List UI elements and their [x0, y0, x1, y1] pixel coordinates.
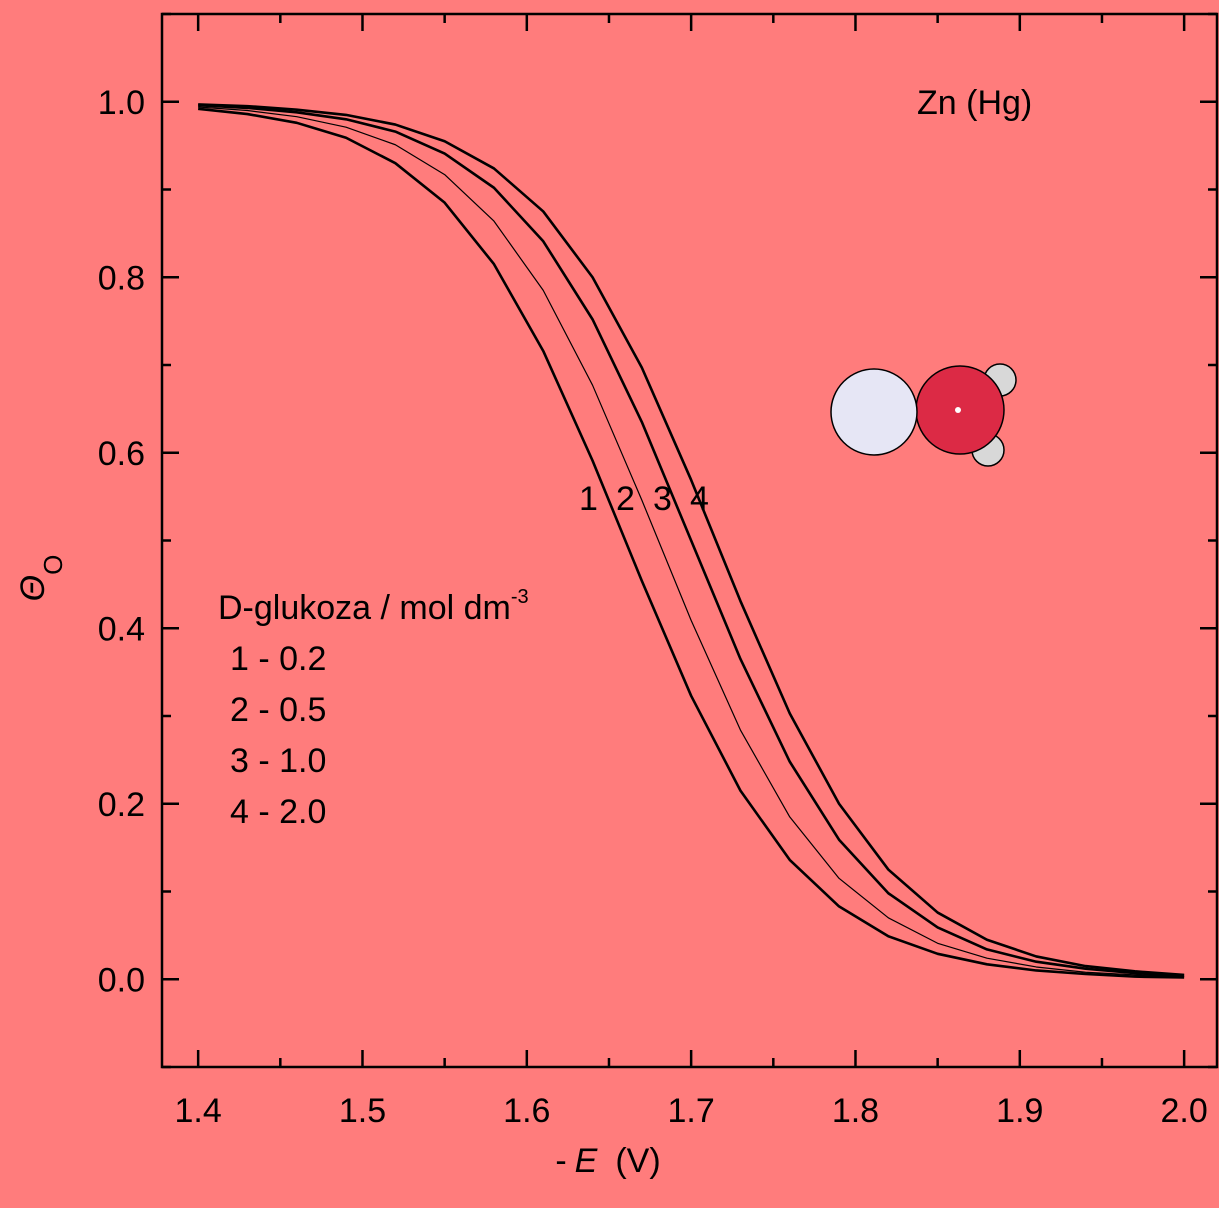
y-tick-label: 0.0: [98, 961, 145, 999]
x-label-symbol: E: [575, 1142, 598, 1180]
series-line: [198, 106, 1185, 978]
y-tick-label: 1.0: [98, 84, 145, 122]
annotation-title: Zn (Hg): [917, 84, 1032, 122]
y-tick-label: 0.2: [98, 786, 145, 824]
y-label-subscript: O: [38, 555, 68, 575]
y-tick-label: 0.6: [98, 435, 145, 473]
x-tick-label: 1.5: [339, 1092, 386, 1130]
legend-line: 2 - 0.5: [230, 691, 326, 729]
legend-line: 1 - 0.2: [230, 640, 326, 678]
series-line: [198, 103, 1185, 977]
x-tick-label: 1.6: [503, 1092, 550, 1130]
legend-heading-text: D-glukoza / mol dm: [218, 589, 511, 627]
x-tick-label: 1.8: [832, 1092, 879, 1130]
legend-line: 3 - 1.0: [230, 742, 326, 780]
legend-line: 4 - 2.0: [230, 793, 326, 831]
x-axis-label: - E (V): [555, 1142, 660, 1180]
x-tick-label: 1.9: [996, 1092, 1043, 1130]
legend-heading: D-glukoza / mol dm-3: [218, 586, 529, 627]
x-tick-label: 1.7: [668, 1092, 715, 1130]
y-label-symbol: Θ: [14, 575, 52, 601]
y-axis-label: ΘO: [14, 555, 68, 602]
x-tick-label: 2.0: [1161, 1092, 1208, 1130]
molecule: [830, 363, 1017, 467]
series-line: [198, 107, 1185, 979]
y-tick-label: 0.8: [98, 259, 145, 297]
x-tick-label: 1.4: [175, 1092, 222, 1130]
legend-heading-sup: -3: [511, 586, 529, 608]
x-label-prefix: -: [555, 1142, 566, 1180]
y-tick-label: 0.4: [98, 610, 145, 648]
x-label-unit: (V): [615, 1142, 660, 1180]
series-line: [198, 103, 1185, 978]
series-label: 1: [579, 480, 598, 518]
series-label: 2: [616, 480, 635, 518]
series-label: 4: [690, 480, 709, 518]
series-label: 3: [653, 480, 672, 518]
